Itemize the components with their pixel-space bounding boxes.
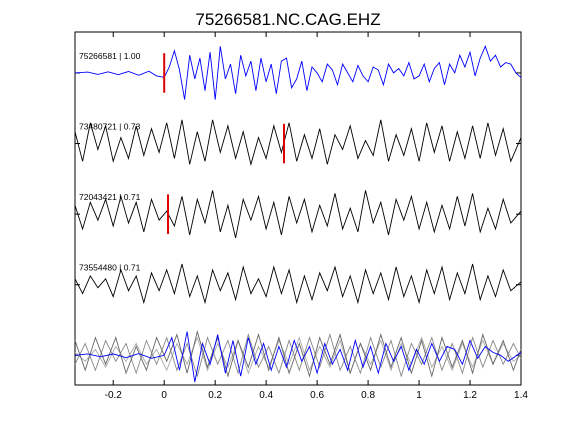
- trace-line-2: [74, 190, 522, 239]
- x-tick-label-8: 1.4: [514, 390, 528, 401]
- overlay-line-0: [74, 331, 522, 383]
- chart-title: 75266581.NC.CAG.EHZ: [195, 10, 380, 29]
- plot-area: -0.2 0 0.2 0.4 0.6 0.8 1 1.2 1.4 75266581 | 1.00 7…: [74, 31, 528, 401]
- x-tick-label-3: 0.4: [259, 390, 273, 401]
- trace-line-0: [74, 45, 522, 100]
- x-tick-label-0: -0.2: [105, 390, 123, 401]
- trace-label-1: 73480721 | 0.73: [79, 122, 141, 132]
- x-tick-label-6: 1: [416, 390, 422, 401]
- x-tick-label-4: 0.6: [310, 390, 324, 401]
- trace-label-0: 75266581 | 1.00: [79, 51, 141, 61]
- trace-label-2: 72043421 | 0.71: [79, 192, 141, 202]
- overlay-line-2: [74, 332, 522, 378]
- x-tick-label-2: 0.2: [208, 390, 222, 401]
- x-tick-label-7: 1.2: [463, 390, 477, 401]
- trace-line-3: [74, 263, 522, 305]
- overlay-line-1: [74, 329, 522, 378]
- trace-label-3: 73554480 | 0.71: [79, 263, 141, 273]
- x-tick-label-5: 0.8: [361, 390, 375, 401]
- plot-frame: [74, 31, 522, 386]
- trace-line-1: [74, 119, 522, 167]
- x-tick-label-1: 0: [161, 390, 167, 401]
